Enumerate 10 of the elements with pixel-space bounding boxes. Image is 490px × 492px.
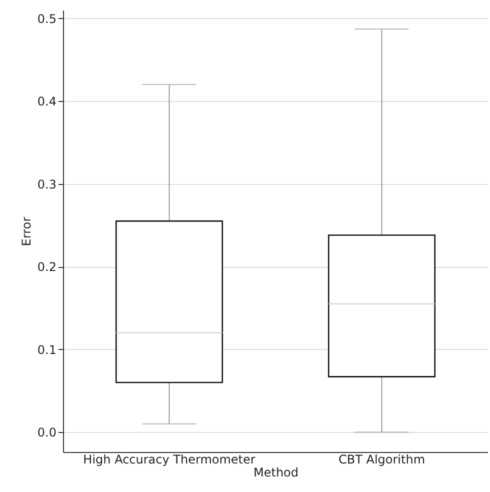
y-tick-label: 0.5 — [37, 12, 56, 26]
y-tick-label: 0.3 — [37, 177, 56, 192]
y-tick-label: 0.4 — [37, 94, 56, 109]
y-tick-label: 0.2 — [37, 260, 56, 274]
x-tick-label: CBT Algorithm — [338, 452, 426, 466]
x-axis-title: Method — [253, 466, 299, 480]
y-tick-label: 0.0 — [37, 426, 56, 440]
x-tick-label: High Accuracy Thermometer — [83, 452, 256, 466]
y-tick-label: 0.1 — [37, 342, 56, 357]
y-axis-title: Error — [19, 216, 34, 246]
